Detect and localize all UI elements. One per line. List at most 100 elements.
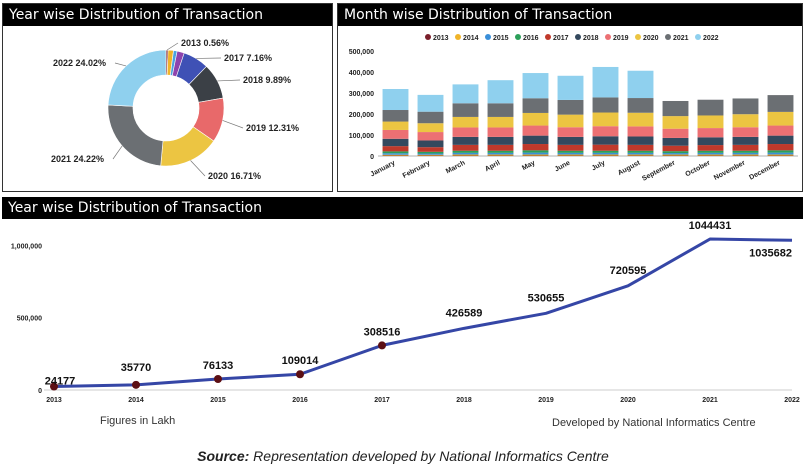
legend-label-2014: 2014 xyxy=(463,35,479,42)
bar-December-2019 xyxy=(767,125,794,136)
pie-slice-2022 xyxy=(107,49,167,107)
bar-March-2014 xyxy=(452,154,479,156)
bar-April-2021 xyxy=(487,103,514,117)
data-label-2014: 35770 xyxy=(121,362,152,374)
bar-February-2020 xyxy=(417,123,444,133)
x-tick-label: January xyxy=(369,160,396,179)
legend-label-2016: 2016 xyxy=(523,35,539,42)
pie-leader-2019 xyxy=(222,120,244,129)
bar-May-2019 xyxy=(522,125,549,136)
bar-December-2016 xyxy=(767,150,794,153)
y-tick-label: 100,000 xyxy=(349,133,374,140)
bar-October-2017 xyxy=(697,145,724,151)
x-tick-label: 2022 xyxy=(784,397,800,404)
data-label-2020: 720595 xyxy=(610,265,647,277)
point-marker-2013 xyxy=(50,382,58,391)
bar-October-2018 xyxy=(697,137,724,146)
bar-November-2019 xyxy=(732,127,759,137)
pie-label-2020: 2020 16.71% xyxy=(208,171,261,181)
x-tick-label: August xyxy=(617,159,642,177)
bar-June-2019 xyxy=(557,127,584,137)
line-chart: 0 500,000 1,000,000 2013 2014 2015 2016 2017 201… xyxy=(11,220,800,404)
bar-December-2017 xyxy=(767,144,794,151)
bar-January-2018 xyxy=(382,138,409,147)
pie-leader-2021 xyxy=(112,145,123,160)
x-tick-label: July xyxy=(591,160,607,173)
bar-March-2017 xyxy=(452,144,479,151)
bar-February-2022 xyxy=(417,94,444,112)
bar-March-2022 xyxy=(452,84,479,104)
x-tick-label: 2016 xyxy=(292,397,308,404)
point-marker-2015 xyxy=(214,374,222,383)
year-line-panel: Year wise Distribution of Transaction 0 5… xyxy=(2,197,803,409)
bar-September-2018 xyxy=(662,137,689,146)
legend-marker-2013 xyxy=(425,34,431,40)
point-marker-2014 xyxy=(132,380,140,389)
bar-June-2015 xyxy=(557,152,584,155)
bar-April-2014 xyxy=(487,154,514,156)
bar-February-2017 xyxy=(417,147,444,152)
x-tick-label: 2018 xyxy=(456,397,472,404)
bar-July-2020 xyxy=(592,112,619,127)
x-tick-label: 2020 xyxy=(620,397,636,404)
bar-May-2014 xyxy=(522,154,549,156)
x-tick-label: April xyxy=(484,160,501,174)
bar-January-2014 xyxy=(382,154,409,156)
x-tick-label: March xyxy=(445,160,466,176)
data-label-2013: 24177 xyxy=(45,376,76,388)
bar-January-2021 xyxy=(382,110,409,122)
y-tick-label: 300,000 xyxy=(349,91,374,98)
bar-April-2016 xyxy=(487,150,514,153)
bar-June-2014 xyxy=(557,154,584,156)
x-tick-label: November xyxy=(713,159,747,181)
legend-label-2017: 2017 xyxy=(553,35,569,42)
bar-February-2019 xyxy=(417,132,444,141)
pie-label-2021: 2021 24.22% xyxy=(51,154,104,164)
bar-December-2015 xyxy=(767,152,794,155)
bar-April-2020 xyxy=(487,116,514,128)
bar-April-2019 xyxy=(487,127,514,137)
x-tick-label: December xyxy=(748,159,781,181)
bar-May-2018 xyxy=(522,135,549,145)
bar-August-2014 xyxy=(627,154,654,156)
bar-August-2020 xyxy=(627,112,654,127)
pie-panel: Year wise Distribution of Transaction 20… xyxy=(2,3,333,192)
figures-note: Figures in Lakh xyxy=(100,415,176,427)
x-tick-label: 2014 xyxy=(128,397,144,404)
bar-September-2015 xyxy=(662,153,689,155)
month-panel-title: Month wise Distribution of Transaction xyxy=(338,4,802,26)
bar-July-2019 xyxy=(592,126,619,137)
bar-June-2016 xyxy=(557,150,584,153)
bar-May-2020 xyxy=(522,112,549,126)
bar-July-2018 xyxy=(592,136,619,145)
y-tick-label: 200,000 xyxy=(349,112,374,119)
data-label-2018: 426589 xyxy=(446,307,483,319)
legend-marker-2018 xyxy=(575,34,581,40)
bar-March-2019 xyxy=(452,127,479,137)
legend-label-2020: 2020 xyxy=(643,35,659,42)
legend-marker-2015 xyxy=(485,34,491,40)
source-caption: Source: Representation developed by Nati… xyxy=(0,448,806,464)
y-tick-label: 1,000,000 xyxy=(11,243,42,250)
bar-March-2016 xyxy=(452,150,479,153)
bar-April-2017 xyxy=(487,144,514,151)
bar-August-2022 xyxy=(627,70,654,99)
legend-label-2019: 2019 xyxy=(613,35,629,42)
bar-March-2018 xyxy=(452,136,479,145)
bar-September-2021 xyxy=(662,100,689,117)
bar-February-2018 xyxy=(417,140,444,148)
legend-label-2022: 2022 xyxy=(703,35,719,42)
y-tick-label: 400,000 xyxy=(349,70,374,77)
bar-October-2016 xyxy=(697,150,724,153)
pie-leader-2018 xyxy=(217,79,241,82)
legend-marker-2019 xyxy=(605,34,611,40)
data-label-2022: 1035682 xyxy=(749,247,792,259)
bar-March-2015 xyxy=(452,152,479,155)
bar-June-2017 xyxy=(557,144,584,151)
legend-marker-2020 xyxy=(635,34,641,40)
bar-December-2021 xyxy=(767,95,794,112)
bar-January-2015 xyxy=(382,153,409,155)
data-label-2016: 109014 xyxy=(282,355,320,367)
month-panel: Month wise Distribution of Transaction 2… xyxy=(337,3,803,192)
data-label-2015: 76133 xyxy=(203,360,234,372)
